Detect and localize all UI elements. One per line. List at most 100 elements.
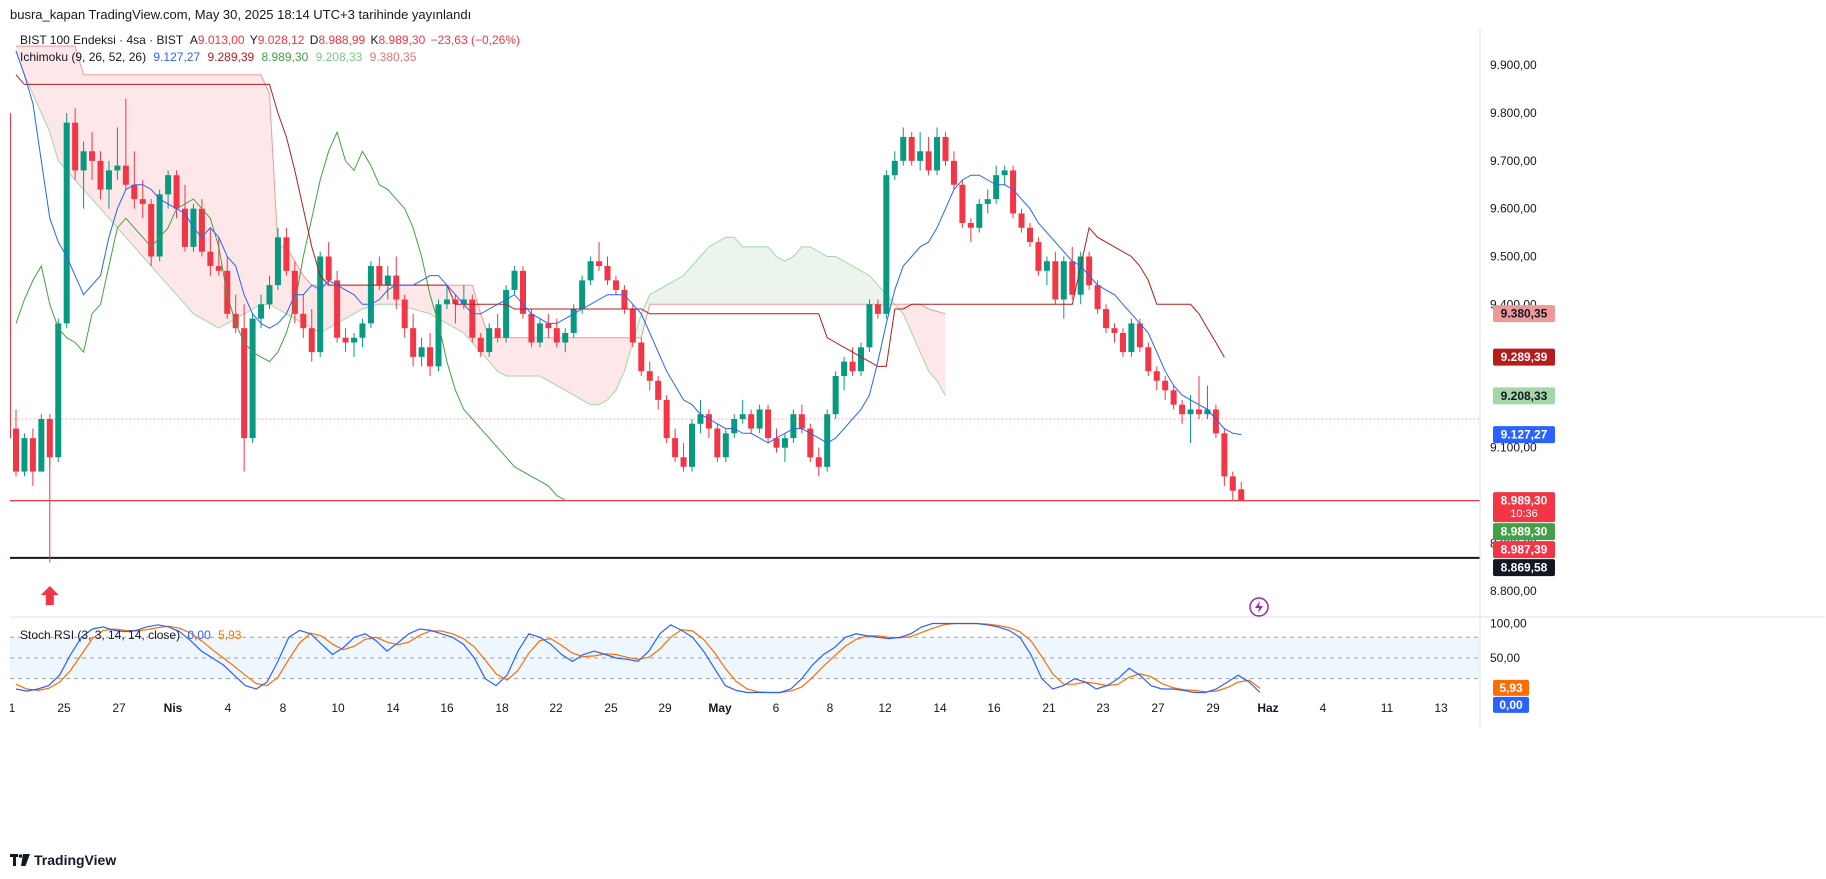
candle[interactable] xyxy=(841,356,848,391)
candle[interactable] xyxy=(486,323,493,357)
candle[interactable] xyxy=(241,304,248,472)
candle[interactable] xyxy=(1238,482,1245,501)
candle[interactable] xyxy=(1111,323,1118,343)
candle[interactable] xyxy=(29,428,36,486)
candle[interactable] xyxy=(705,409,712,439)
candle[interactable] xyxy=(925,136,932,176)
candle[interactable] xyxy=(477,332,484,357)
candle[interactable] xyxy=(266,275,273,310)
candle[interactable] xyxy=(72,108,79,180)
candle[interactable] xyxy=(443,285,450,310)
candle[interactable] xyxy=(165,170,172,209)
candle[interactable] xyxy=(739,399,746,424)
candle[interactable] xyxy=(959,179,966,228)
candle[interactable] xyxy=(1001,165,1008,185)
candle[interactable] xyxy=(1145,342,1152,376)
candle[interactable] xyxy=(832,371,839,419)
candle[interactable] xyxy=(596,242,603,271)
candle[interactable] xyxy=(384,266,391,300)
candle[interactable] xyxy=(967,218,974,243)
candle[interactable] xyxy=(1077,251,1084,305)
ichimoku-name[interactable]: Ichimoku (9, 26, 52, 26) xyxy=(20,50,147,64)
price-badge[interactable]: 8.987,39 xyxy=(1493,541,1555,559)
candle[interactable] xyxy=(1094,280,1101,314)
candle[interactable] xyxy=(1103,304,1110,333)
candle[interactable] xyxy=(773,428,780,453)
candle[interactable] xyxy=(139,179,146,219)
candle[interactable] xyxy=(908,132,915,166)
candle[interactable] xyxy=(148,199,155,267)
candle[interactable] xyxy=(249,313,256,443)
candle[interactable] xyxy=(131,151,138,209)
candle[interactable] xyxy=(283,227,290,276)
candle[interactable] xyxy=(731,414,738,439)
candle[interactable] xyxy=(756,404,763,434)
candle[interactable] xyxy=(359,318,366,348)
candle[interactable] xyxy=(1170,385,1177,410)
candle[interactable] xyxy=(21,433,28,477)
candle[interactable] xyxy=(714,423,721,463)
candle[interactable] xyxy=(917,132,924,171)
candle[interactable] xyxy=(570,304,577,338)
candle[interactable] xyxy=(528,309,535,348)
candle[interactable] xyxy=(874,299,881,319)
candle[interactable] xyxy=(97,151,104,200)
candle[interactable] xyxy=(1162,375,1169,400)
candle[interactable] xyxy=(207,227,214,276)
candle[interactable] xyxy=(182,184,188,252)
candle[interactable] xyxy=(520,266,526,319)
candle[interactable] xyxy=(317,251,324,357)
time-axis[interactable]: 1 25 27 Nis 4 8 10 14 16 18 22 25 29 May 6 8 12 14 16 21 23 2… xyxy=(10,701,1448,715)
arrow-up-icon[interactable] xyxy=(40,586,59,605)
candle[interactable] xyxy=(469,294,476,343)
candle[interactable] xyxy=(545,313,552,338)
candle[interactable] xyxy=(427,332,434,376)
candle[interactable] xyxy=(663,395,670,443)
price-badge[interactable]: 9.208,33 xyxy=(1493,387,1555,405)
candle[interactable] xyxy=(122,98,129,190)
candle[interactable] xyxy=(612,275,619,295)
candle[interactable] xyxy=(604,256,611,286)
candle[interactable] xyxy=(13,409,19,477)
candle[interactable] xyxy=(1069,246,1076,300)
candle[interactable] xyxy=(291,261,298,324)
candle[interactable] xyxy=(883,170,890,319)
candle[interactable] xyxy=(351,332,357,357)
candle[interactable] xyxy=(984,189,991,214)
candle[interactable] xyxy=(781,433,788,463)
candle[interactable] xyxy=(858,342,864,376)
candle[interactable] xyxy=(1212,404,1219,439)
candle[interactable] xyxy=(765,404,772,443)
candle[interactable] xyxy=(80,141,87,209)
stoch-badge[interactable]: 0,00 xyxy=(1493,696,1529,713)
candle[interactable] xyxy=(55,318,62,463)
candle[interactable] xyxy=(89,132,96,180)
price-badge[interactable]: 8.869,58 xyxy=(1493,559,1555,577)
stoch-badge[interactable]: 5,93 xyxy=(1493,679,1529,696)
candle[interactable] xyxy=(494,313,501,343)
price-badge[interactable]: 9.289,39 xyxy=(1493,348,1555,366)
price-badge[interactable]: 9.380,35 xyxy=(1493,305,1555,323)
candle[interactable] xyxy=(815,447,822,477)
candle[interactable] xyxy=(367,261,374,329)
candle[interactable] xyxy=(900,127,907,166)
candle[interactable] xyxy=(672,428,679,463)
candle[interactable] xyxy=(325,242,332,286)
candle[interactable] xyxy=(156,189,163,262)
price-badge[interactable]: 9.127,27 xyxy=(1493,426,1555,444)
stoch-name[interactable]: Stoch RSI (3, 3, 14, 14, close) xyxy=(20,628,181,642)
candle[interactable] xyxy=(308,309,315,362)
candle[interactable] xyxy=(689,419,695,472)
candle[interactable] xyxy=(173,170,180,219)
candle[interactable] xyxy=(536,318,543,348)
candle[interactable] xyxy=(1153,366,1160,391)
candle[interactable] xyxy=(1128,318,1135,357)
candle[interactable] xyxy=(1052,251,1059,305)
candle[interactable] xyxy=(1119,328,1126,357)
candle[interactable] xyxy=(942,132,949,166)
candle[interactable] xyxy=(1204,385,1211,419)
candle[interactable] xyxy=(807,423,814,463)
candle[interactable] xyxy=(232,294,239,333)
candle[interactable] xyxy=(418,337,425,367)
candle[interactable] xyxy=(1196,375,1202,419)
